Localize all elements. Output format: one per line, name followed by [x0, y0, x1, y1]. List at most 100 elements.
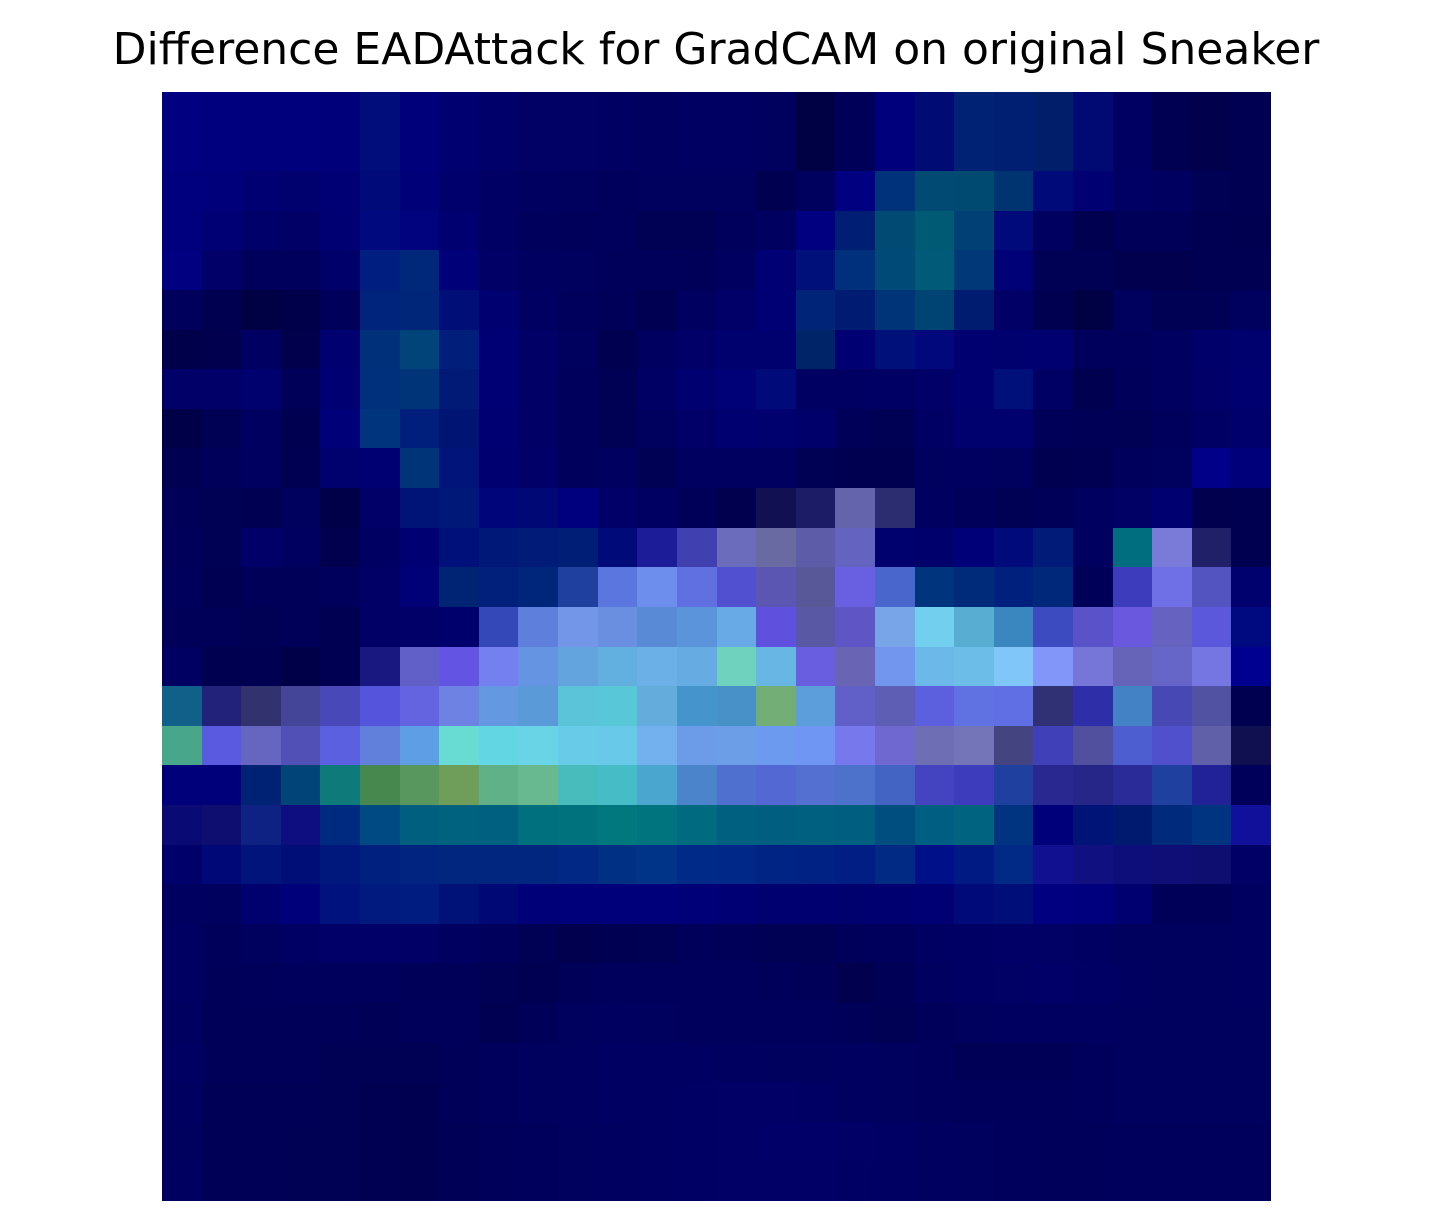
heatmap-cell — [162, 488, 202, 528]
heatmap-cell — [1113, 528, 1152, 567]
heatmap-cell — [677, 845, 717, 884]
heatmap-cell — [162, 1043, 202, 1082]
heatmap-cell — [241, 171, 281, 211]
heatmap-cell — [558, 805, 598, 845]
heatmap-cell — [835, 686, 875, 726]
heatmap-cell — [320, 1003, 360, 1043]
heatmap-cell — [241, 92, 281, 132]
heatmap-cell — [796, 884, 835, 924]
heatmap-cell — [1152, 330, 1192, 369]
heatmap-cell — [400, 884, 439, 924]
heatmap-cell — [1231, 647, 1271, 686]
heatmap-cell — [637, 1082, 677, 1122]
heatmap-cell — [835, 132, 875, 171]
heatmap-cell — [1152, 963, 1192, 1003]
heatmap-cell — [281, 765, 320, 805]
heatmap-cell — [400, 1122, 439, 1161]
heatmap-cell — [1231, 845, 1271, 884]
heatmap-cell — [717, 1043, 756, 1082]
heatmap-cell — [915, 567, 954, 607]
heatmap-cell — [518, 845, 558, 884]
heatmap-cell — [598, 132, 637, 171]
heatmap-cell — [558, 963, 598, 1003]
heatmap-cell — [677, 686, 717, 726]
heatmap-cell — [994, 1082, 1033, 1122]
heatmap-cell — [320, 607, 360, 647]
heatmap-cell — [835, 963, 875, 1003]
heatmap-cell — [479, 488, 518, 528]
heatmap-cell — [756, 963, 796, 1003]
heatmap-cell — [1192, 1161, 1231, 1201]
heatmap-cell — [518, 211, 558, 250]
heatmap-cell — [1231, 409, 1271, 448]
heatmap-cell — [281, 488, 320, 528]
heatmap-cell — [202, 211, 241, 250]
heatmap-cell — [1073, 1043, 1113, 1082]
heatmap-cell — [1152, 448, 1192, 488]
heatmap-cell — [1073, 369, 1113, 409]
heatmap-cell — [518, 1161, 558, 1201]
heatmap-cell — [677, 726, 717, 765]
heatmap-cell — [518, 528, 558, 567]
heatmap-cell — [1113, 1161, 1152, 1201]
heatmap-cell — [875, 1043, 915, 1082]
heatmap-cell — [756, 290, 796, 330]
heatmap-cell — [598, 528, 637, 567]
heatmap-cell — [1073, 409, 1113, 448]
heatmap-cell — [360, 607, 400, 647]
heatmap-cell — [875, 963, 915, 1003]
heatmap-cell — [954, 607, 994, 647]
heatmap-cell — [994, 647, 1033, 686]
heatmap-cell — [1152, 567, 1192, 607]
heatmap-cell — [677, 1161, 717, 1201]
heatmap-cell — [1192, 567, 1231, 607]
heatmap-cell — [241, 290, 281, 330]
heatmap-cell — [915, 250, 954, 290]
heatmap-cell — [1073, 726, 1113, 765]
heatmap-cell — [202, 607, 241, 647]
heatmap-cell — [994, 1122, 1033, 1161]
heatmap-cell — [360, 884, 400, 924]
heatmap-cell — [162, 290, 202, 330]
heatmap-cell — [162, 528, 202, 567]
heatmap-cell — [875, 369, 915, 409]
heatmap-cell — [241, 765, 281, 805]
heatmap-cell — [360, 1043, 400, 1082]
heatmap-cell — [518, 171, 558, 211]
heatmap-cell — [756, 211, 796, 250]
heatmap-cell — [1231, 92, 1271, 132]
heatmap-cell — [360, 488, 400, 528]
heatmap-cell — [1033, 963, 1073, 1003]
heatmap-cell — [875, 1082, 915, 1122]
heatmap-cell — [875, 330, 915, 369]
heatmap-cell — [1033, 250, 1073, 290]
heatmap-cell — [558, 1043, 598, 1082]
heatmap-cell — [915, 92, 954, 132]
heatmap-cell — [558, 884, 598, 924]
heatmap-cell — [439, 330, 479, 369]
heatmap-cell — [1073, 92, 1113, 132]
heatmap-cell — [598, 1003, 637, 1043]
heatmap-cell — [637, 1122, 677, 1161]
heatmap-cell — [360, 290, 400, 330]
heatmap-cell — [598, 1161, 637, 1201]
heatmap-cell — [320, 488, 360, 528]
heatmap-cell — [835, 884, 875, 924]
heatmap-cell — [202, 448, 241, 488]
heatmap-cell — [518, 647, 558, 686]
heatmap-cell — [202, 726, 241, 765]
heatmap-cell — [1192, 726, 1231, 765]
heatmap-cell — [637, 567, 677, 607]
heatmap-cell — [400, 765, 439, 805]
heatmap-cell — [320, 1122, 360, 1161]
heatmap-cell — [400, 567, 439, 607]
heatmap-cell — [717, 1082, 756, 1122]
heatmap-cell — [1231, 211, 1271, 250]
heatmap-cell — [1073, 528, 1113, 567]
heatmap-cell — [796, 765, 835, 805]
heatmap-cell — [558, 924, 598, 963]
heatmap-cell — [875, 488, 915, 528]
heatmap-cell — [162, 805, 202, 845]
heatmap-cell — [598, 726, 637, 765]
heatmap-cell — [677, 1122, 717, 1161]
